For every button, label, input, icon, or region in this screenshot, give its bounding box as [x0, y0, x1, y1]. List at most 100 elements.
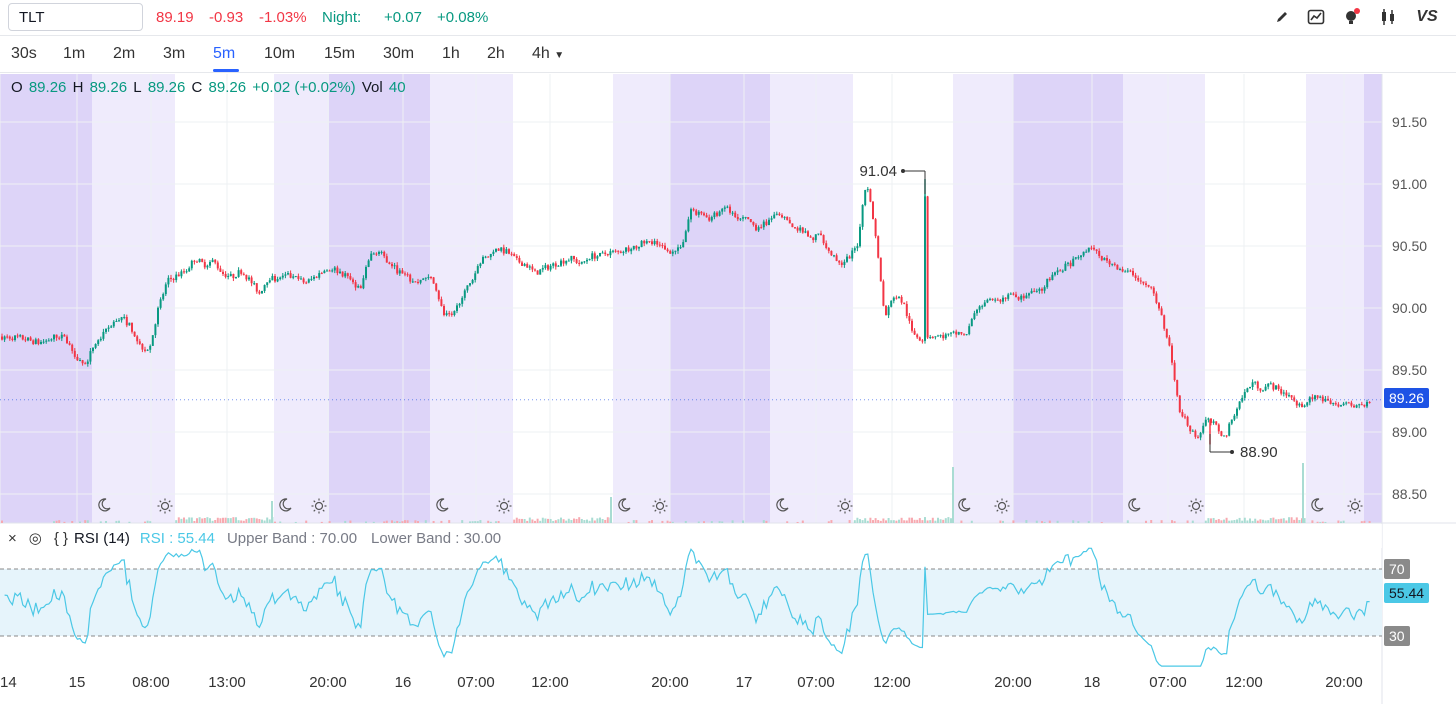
sun-icon-ray	[996, 500, 999, 503]
candle-body	[505, 249, 508, 254]
candle-body	[1306, 402, 1309, 406]
volume-bar	[1035, 520, 1038, 523]
candle-body	[388, 262, 391, 264]
settings-icon[interactable]: ◎	[28, 530, 42, 547]
candle-body	[812, 237, 815, 241]
candle-body	[157, 307, 159, 325]
candle-body	[190, 260, 193, 269]
volume-bar	[610, 497, 612, 523]
candle-body	[913, 330, 916, 335]
candle-body	[877, 236, 880, 258]
interval-2h[interactable]: 2h	[487, 45, 505, 62]
interval-30m[interactable]: 30m	[383, 45, 415, 62]
interval-30s[interactable]: 30s	[11, 45, 37, 62]
candle-body	[531, 266, 534, 270]
sun-icon-ray	[313, 500, 316, 503]
volume-bar	[879, 520, 882, 523]
candle-body	[424, 277, 427, 279]
candle-body	[1340, 405, 1342, 407]
candle-body	[45, 340, 48, 342]
interval-5m[interactable]: 5m	[213, 45, 236, 62]
candle-body	[323, 270, 326, 274]
volume-bar	[549, 518, 552, 523]
candle-body	[679, 247, 682, 249]
candle-body	[266, 282, 269, 286]
low-annotation: 88.90	[1240, 444, 1278, 461]
interval-1h[interactable]: 1h	[442, 45, 460, 62]
candle-body	[159, 299, 162, 308]
candle-body	[1288, 395, 1290, 397]
candle-body	[1087, 247, 1090, 252]
candle-body	[1061, 270, 1064, 272]
candle-body	[632, 245, 635, 250]
sun-icon-ray	[996, 509, 999, 512]
volume-bar	[279, 521, 282, 523]
candle-body	[596, 256, 599, 259]
interval-1m[interactable]: 1m	[63, 45, 86, 62]
candle-body	[466, 285, 469, 291]
candle-body	[500, 247, 503, 251]
candle-body	[66, 336, 68, 344]
indicator-bulb-icon[interactable]	[1342, 7, 1362, 27]
candle-body	[801, 227, 804, 233]
candle-body	[534, 269, 536, 271]
volume-bar	[853, 520, 856, 523]
candle-body	[1069, 262, 1072, 267]
interval-15m[interactable]: 15m	[324, 45, 356, 62]
candle-body	[1267, 383, 1270, 387]
interval-4h[interactable]: 4h ▼	[532, 45, 564, 63]
candle-body	[380, 251, 383, 253]
volume-bar	[541, 517, 544, 523]
candle-body	[34, 339, 37, 344]
candle-body	[736, 216, 739, 220]
close-icon[interactable]: ×	[8, 529, 17, 547]
volume-bar	[536, 518, 539, 523]
candle-body	[770, 218, 773, 220]
pencil-icon[interactable]	[1272, 7, 1292, 27]
candle-body	[583, 261, 586, 263]
vs-compare-icon[interactable]: VS	[1416, 8, 1438, 25]
candle-body	[765, 221, 768, 225]
candle-body	[645, 241, 648, 244]
sun-icon-core	[997, 501, 1007, 511]
volume-bar	[180, 518, 183, 523]
time-tick-label: 13:00	[208, 674, 246, 691]
candle-body	[495, 248, 497, 252]
volume-bar	[1275, 519, 1277, 523]
volume-bar	[635, 520, 638, 523]
candle-body	[1332, 403, 1335, 405]
candle-body	[250, 277, 253, 284]
price-chart[interactable]: 91.04 88.90 88.50 89.00 89.50 90.00 90.50 91.…	[0, 74, 1456, 704]
interval-10m[interactable]: 10m	[264, 45, 296, 62]
volume-bar	[196, 518, 198, 523]
candle-body	[274, 275, 276, 282]
candle-body	[1186, 416, 1189, 426]
candle-body	[648, 241, 651, 243]
candle-body	[950, 332, 952, 334]
candle-body	[144, 349, 146, 351]
volume-bar	[396, 520, 399, 523]
candle-body	[154, 324, 157, 336]
candle-body	[1241, 397, 1244, 402]
volume-bar	[588, 520, 591, 523]
candle-body	[367, 260, 370, 267]
candle-body	[1223, 435, 1225, 437]
interval-3m[interactable]: 3m	[163, 45, 186, 62]
sun-icon-ray	[1349, 500, 1352, 503]
candle-body	[994, 299, 997, 301]
interval-2m[interactable]: 2m	[113, 45, 136, 62]
sun-icon-ray	[498, 509, 501, 512]
candles-icon[interactable]	[1378, 7, 1398, 27]
symbol-input[interactable]	[8, 3, 143, 31]
candle-body	[1282, 392, 1285, 394]
volume-bar	[344, 520, 347, 523]
code-icon[interactable]: { }	[53, 529, 69, 547]
volume-bar	[55, 520, 58, 523]
volume-bars	[1, 463, 1371, 523]
candle-body	[401, 270, 404, 274]
candle-body	[523, 264, 526, 266]
chart-type-icon[interactable]	[1306, 7, 1326, 27]
sun-icon-ray	[313, 509, 316, 512]
candle-body	[502, 247, 505, 254]
sun-icon-core	[840, 501, 850, 511]
